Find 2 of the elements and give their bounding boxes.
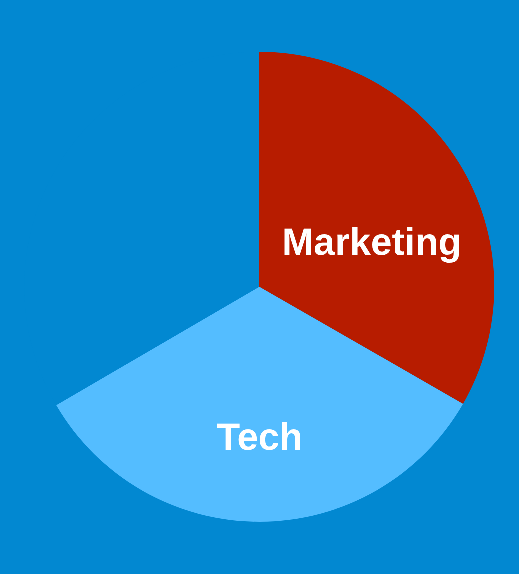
slice-label: Tech: [216, 417, 303, 459]
slice-label: Marketing: [282, 222, 462, 264]
